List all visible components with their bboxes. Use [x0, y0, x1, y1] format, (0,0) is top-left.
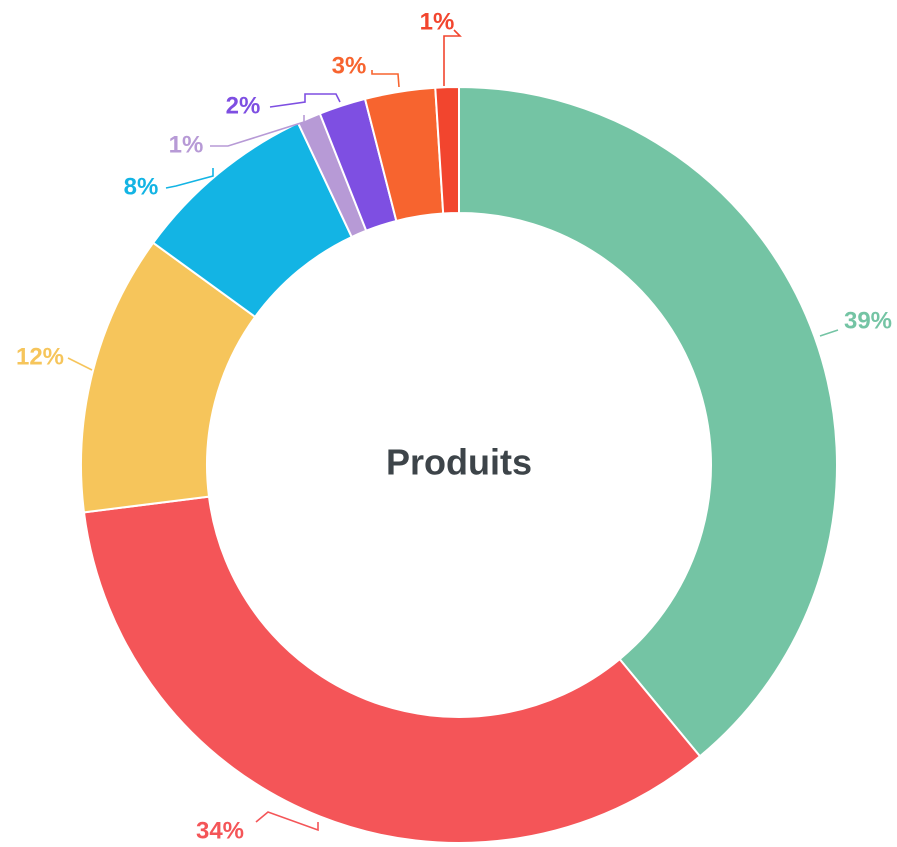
slice-percentage-label: 34%: [196, 817, 244, 844]
leader-line: [819, 329, 839, 337]
slice-percentage-label: 1%: [169, 131, 204, 158]
leader-line: [210, 115, 305, 147]
slice-percentage-label: 8%: [124, 173, 159, 200]
center-label: Produits: [386, 442, 532, 483]
leader-line: [255, 811, 319, 832]
leader-line: [371, 70, 400, 88]
donut-slice: [434, 85, 460, 215]
slice-percentage-label: 3%: [332, 52, 367, 79]
leader-line: [165, 168, 214, 189]
slice-percentage-label: 1%: [420, 8, 455, 35]
label-leader-lines: [67, 29, 839, 832]
donut-slices: [80, 85, 838, 844]
leader-line: [67, 357, 93, 371]
leader-line: [269, 93, 341, 108]
donut-slice: [82, 495, 702, 844]
leader-line: [443, 29, 462, 86]
donut-slice: [458, 85, 838, 758]
percentage-labels: 39% 34% 12% 8% 1% 2% 3% 1%: [16, 8, 892, 844]
slice-percentage-label: 39%: [844, 307, 892, 334]
slice-percentage-label: 2%: [226, 92, 261, 119]
slice-percentage-label: 12%: [16, 343, 64, 370]
